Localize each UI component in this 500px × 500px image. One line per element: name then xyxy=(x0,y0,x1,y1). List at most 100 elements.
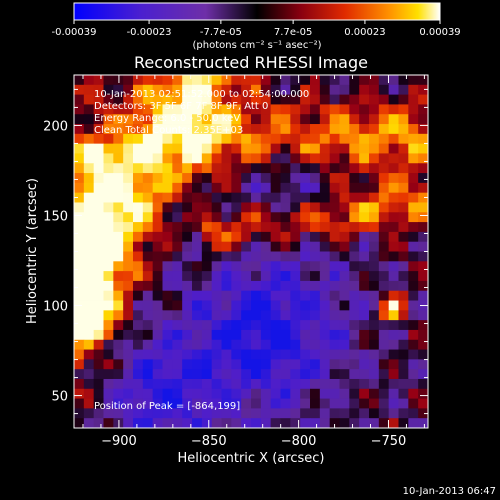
heatmap-cell xyxy=(182,388,193,399)
heatmap-cell xyxy=(329,153,340,164)
heatmap-cell xyxy=(339,84,350,96)
heatmap-cell xyxy=(418,261,428,272)
heatmap-cell xyxy=(319,369,331,380)
plot-area: −900 −850 −800 −750 50 100 150 200 xyxy=(43,74,429,449)
heatmap-cell xyxy=(290,261,301,272)
heatmap-cell xyxy=(241,84,252,96)
heatmap-cell xyxy=(133,280,144,292)
heatmap-cell xyxy=(83,143,95,154)
y-tick-label: 150 xyxy=(43,209,68,224)
heatmap-cell xyxy=(231,75,242,86)
heatmap-cell xyxy=(162,388,173,399)
heatmap-cell xyxy=(359,143,370,154)
heatmap-cell xyxy=(123,408,134,419)
heatmap-cell xyxy=(162,261,173,272)
colorbar-tick-label: -0.00039 xyxy=(52,27,97,38)
heatmap-cell xyxy=(182,84,193,96)
heatmap-cell xyxy=(172,398,183,409)
heatmap-cell xyxy=(300,388,311,399)
heatmap-cell xyxy=(378,75,390,86)
heatmap-cell xyxy=(369,143,380,154)
heatmap-cell xyxy=(408,222,419,233)
heatmap-cell xyxy=(241,378,252,390)
heatmap-cell xyxy=(418,94,428,105)
heatmap-cell xyxy=(241,359,252,370)
heatmap-cell xyxy=(192,398,203,409)
heatmap-cell xyxy=(103,114,114,125)
heatmap-cell xyxy=(201,114,213,125)
heatmap-cell xyxy=(388,241,399,252)
heatmap-cell xyxy=(349,329,360,341)
heatmap-cell xyxy=(221,143,232,154)
heatmap-cell xyxy=(162,202,173,213)
heatmap-cell xyxy=(133,378,144,390)
heatmap-cell xyxy=(251,124,262,135)
heatmap-cell xyxy=(192,231,203,243)
heatmap-cell xyxy=(182,251,193,262)
heatmap-cell xyxy=(74,280,85,292)
heatmap-cell xyxy=(133,329,144,341)
heatmap-cell xyxy=(123,114,134,125)
heatmap-cell xyxy=(329,222,340,233)
heatmap-cell xyxy=(103,94,114,105)
heatmap-cell xyxy=(83,329,95,341)
heatmap-cell xyxy=(113,192,124,203)
heatmap-cell xyxy=(192,339,203,350)
heatmap-cell xyxy=(369,339,380,350)
heatmap-cell xyxy=(113,104,124,115)
heatmap-cell xyxy=(290,114,301,125)
heatmap-cell xyxy=(378,388,390,399)
heatmap-cell xyxy=(398,418,409,428)
heatmap-cell xyxy=(162,124,173,135)
heatmap-cell xyxy=(329,114,340,125)
heatmap-cell xyxy=(388,75,399,86)
heatmap-cell xyxy=(231,408,242,419)
heatmap-cell xyxy=(300,310,311,321)
heatmap-cell xyxy=(201,280,213,292)
heatmap-cell xyxy=(329,173,340,184)
heatmap-cell xyxy=(113,133,124,145)
heatmap-cell xyxy=(133,212,144,223)
heatmap-cell xyxy=(241,75,252,86)
heatmap-cell xyxy=(192,202,203,213)
heatmap-cell xyxy=(388,114,399,125)
heatmap-cell xyxy=(280,280,291,292)
heatmap-cell xyxy=(388,192,399,203)
heatmap-cell xyxy=(270,84,281,96)
heatmap-cell xyxy=(211,388,222,399)
heatmap-cell xyxy=(241,280,252,292)
heatmap-cell xyxy=(142,212,154,223)
heatmap-cell xyxy=(103,418,114,428)
heatmap-cell xyxy=(133,192,144,203)
heatmap-cell xyxy=(93,182,104,194)
heatmap-cell xyxy=(142,339,154,350)
heatmap-cell xyxy=(251,369,262,380)
heatmap-cell xyxy=(398,408,409,419)
heatmap-cell xyxy=(251,320,262,331)
heatmap-cell xyxy=(142,369,154,380)
heatmap-cell xyxy=(123,124,134,135)
heatmap-cell xyxy=(103,241,114,252)
heatmap-cell xyxy=(388,153,399,164)
heatmap-cell xyxy=(93,143,104,154)
heatmap-cell xyxy=(162,173,173,184)
heatmap-cell xyxy=(192,320,203,331)
heatmap-cell xyxy=(123,104,134,115)
heatmap-cell xyxy=(113,222,124,233)
heatmap-cell xyxy=(359,84,370,96)
heatmap-cell xyxy=(388,133,399,145)
heatmap-cell xyxy=(378,320,390,331)
heatmap-cell xyxy=(231,280,242,292)
heatmap-cell xyxy=(182,339,193,350)
heatmap-cell xyxy=(103,153,114,164)
heatmap-cell xyxy=(290,310,301,321)
heatmap-cell xyxy=(339,310,350,321)
y-axis-ticks: 50 100 150 200 xyxy=(43,88,428,415)
heatmap-cell xyxy=(349,231,360,243)
heatmap-cell xyxy=(290,173,301,184)
heatmap-cell xyxy=(349,124,360,135)
heatmap-cell xyxy=(221,202,232,213)
heatmap-cell xyxy=(172,163,183,174)
heatmap-cell xyxy=(339,280,350,292)
heatmap-cell xyxy=(398,222,409,233)
